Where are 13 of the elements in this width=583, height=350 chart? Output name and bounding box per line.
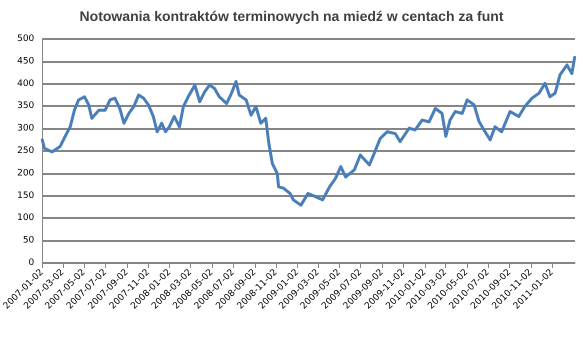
y-tick-label: 0: [28, 258, 35, 268]
y-tick-label: 500: [17, 34, 35, 44]
y-tick-label: 50: [22, 236, 35, 246]
y-tick-label: 350: [17, 101, 35, 112]
y-tick-label: 400: [17, 78, 35, 89]
chart-title: Notowania kontraktów terminowych na miedź w centach za funt: [80, 8, 504, 24]
line-series: [40, 56, 576, 207]
y-tick-label: 300: [17, 124, 35, 134]
y-tick-label: 450: [17, 56, 35, 66]
y-tick-label: 250: [17, 146, 35, 156]
y-tick-label: 100: [17, 213, 35, 224]
y-tick-label: 150: [17, 190, 35, 201]
y-tick-label: 200: [17, 168, 35, 178]
